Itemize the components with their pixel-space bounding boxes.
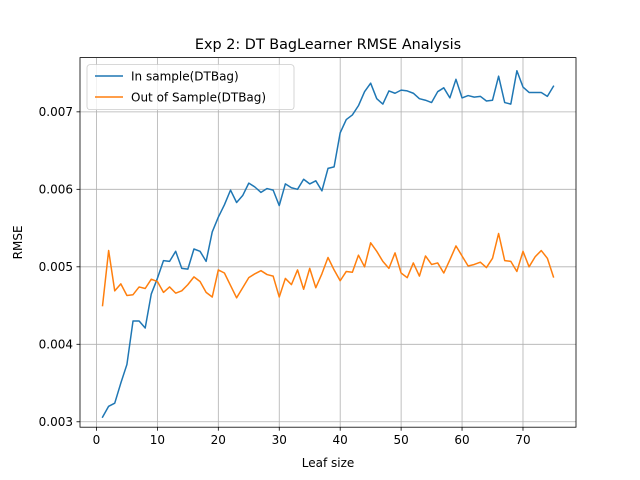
x-tick-label: 60 [454, 433, 469, 447]
series-lines [101, 70, 555, 419]
x-axis-label: Leaf size [302, 456, 355, 470]
y-tick-label: 0.005 [39, 260, 73, 274]
x-tick-label: 20 [211, 433, 226, 447]
x-tick-label: 10 [150, 433, 165, 447]
x-tick-label: 50 [393, 433, 408, 447]
y-tick-label: 0.004 [39, 338, 73, 352]
x-tick-label: 70 [515, 433, 530, 447]
x-axis-ticks: 0 10 20 30 40 50 60 70 [93, 427, 531, 447]
legend-label-out-of-sample: Out of Sample(DTBag) [131, 91, 266, 105]
y-tick-label: 0.007 [39, 105, 73, 119]
legend: In sample(DTBag) Out of Sample(DTBag) [86, 64, 295, 110]
series-line-0 [101, 70, 555, 419]
chart-title: Exp 2: DT BagLearner RMSE Analysis [195, 37, 461, 53]
y-axis-ticks: 0.003 0.004 0.005 0.006 0.007 [39, 105, 80, 429]
y-axis-label: RMSE [11, 225, 25, 259]
y-tick-label: 0.006 [39, 183, 73, 197]
legend-label-in-sample: In sample(DTBag) [131, 70, 239, 84]
y-tick-label: 0.003 [39, 415, 73, 429]
series-line-1 [101, 232, 555, 307]
legend-box [86, 64, 295, 110]
x-tick-label: 40 [333, 433, 348, 447]
plot-frame [79, 57, 577, 428]
x-tick-label: 30 [272, 433, 287, 447]
x-tick-label: 0 [93, 433, 101, 447]
grid [80, 57, 576, 428]
